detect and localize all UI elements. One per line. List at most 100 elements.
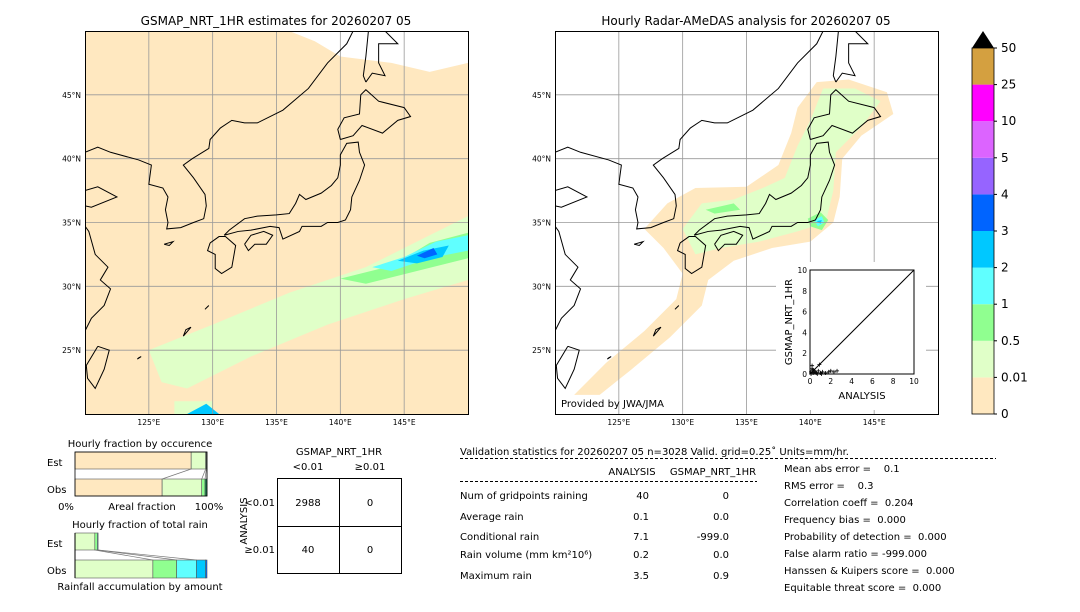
scatter-x-tick: 2 xyxy=(828,377,833,386)
row-title: ANALYSIS xyxy=(239,497,250,544)
radar-analysis-map: 125°E 130°E 135°E 140°E 145°E 45°N 40°N 35°N 30°… xyxy=(532,31,939,427)
col-header-analysis: ANALYSIS xyxy=(608,467,655,478)
fraction-link xyxy=(98,549,197,561)
stat-gsmap-value: -999.0 xyxy=(697,532,729,543)
precip-area xyxy=(187,403,220,414)
map-frame xyxy=(555,31,939,415)
precip-area xyxy=(705,203,741,214)
scatter-xlabel: ANALYSIS xyxy=(838,391,885,402)
lon-tick-label: 140°E xyxy=(329,418,352,427)
lat-tick-label: 45°N xyxy=(62,91,81,100)
coastline xyxy=(807,89,882,140)
col-label-lt: <0.01 xyxy=(293,462,324,473)
coastline xyxy=(85,186,119,208)
colorbar-segment xyxy=(972,48,994,85)
stat-gsmap-value: 0.9 xyxy=(713,571,729,582)
score-line: Mean abs error = 0.1 xyxy=(784,464,900,475)
scatter-y-tick: 6 xyxy=(802,308,807,317)
coastline xyxy=(634,240,645,247)
fraction-segment xyxy=(74,532,96,551)
colorbar-extend-triangle xyxy=(972,31,994,48)
cell-hit: 0 xyxy=(367,545,373,556)
lat-tick-label: 40°N xyxy=(532,155,551,164)
lon-tick-label: 125°E xyxy=(607,418,630,427)
fraction-segment xyxy=(176,559,197,579)
score-line: Probability of detection = 0.000 xyxy=(784,532,947,543)
scatter-point xyxy=(826,369,831,374)
score-line: RMS error = 0.3 xyxy=(784,481,874,492)
stat-label: Average rain xyxy=(460,512,524,523)
scatter-point xyxy=(817,362,822,367)
scatter-point xyxy=(823,370,828,375)
fraction-segment xyxy=(161,478,203,497)
coastline xyxy=(204,305,210,310)
coastline xyxy=(206,236,237,275)
colorbar-label: 25 xyxy=(1001,78,1016,92)
rain-xlabel: Rainfall accumulation by amount xyxy=(57,582,222,593)
colorbar-segment xyxy=(972,231,994,268)
occ-xlabel: Areal fraction xyxy=(108,502,175,513)
scatter-point xyxy=(816,368,821,373)
colorbar-label: 3 xyxy=(1001,224,1009,238)
fraction-segment xyxy=(196,559,206,579)
colorbar-segment xyxy=(972,194,994,231)
occ-x-min: 0% xyxy=(58,502,74,513)
lon-tick-label: 125°E xyxy=(137,418,160,427)
scatter-ylabel: GSMAP_NRT_1HR xyxy=(784,279,795,365)
precip-area xyxy=(148,216,468,389)
scatter-x-tick: 10 xyxy=(909,377,919,386)
precip-area xyxy=(416,248,438,259)
coastline xyxy=(85,345,110,390)
fraction-link xyxy=(97,549,177,561)
coastline xyxy=(362,31,369,83)
coastline xyxy=(164,240,175,247)
fraction-segment xyxy=(190,451,206,470)
coastline xyxy=(555,225,582,332)
stat-label: Maximum rain xyxy=(460,571,532,582)
stat-analysis-value: 3.5 xyxy=(633,571,649,582)
scatter-point xyxy=(831,369,836,374)
colorbar-segment xyxy=(972,267,994,305)
scatter-point xyxy=(809,372,814,376)
colorbar-segment xyxy=(972,340,994,378)
row-label-lt: <0.01 xyxy=(244,498,275,509)
fraction-segment xyxy=(74,559,154,579)
stat-label: Conditional rain xyxy=(460,532,539,543)
scatter-point xyxy=(828,368,833,373)
stat-gsmap-value: 0 xyxy=(723,491,729,502)
colorbar-label: 4 xyxy=(1001,187,1009,201)
colorbar-segment xyxy=(972,121,994,158)
coastline xyxy=(555,186,589,208)
scatter-inset: 00 2 2 4 4 6 6 8 8 10 10 ANALYSIS GSMAP_NRT_1HR xyxy=(776,262,926,410)
lon-tick-label: 130°E xyxy=(201,418,224,427)
colorbar-segment xyxy=(972,157,994,195)
fraction-link xyxy=(201,468,207,480)
lat-tick-label: 30°N xyxy=(532,282,551,291)
scatter-y-tick: 10 xyxy=(797,266,807,275)
lat-tick-label: 40°N xyxy=(62,155,81,164)
occurrence-title: Hourly fraction by occurence xyxy=(68,439,212,450)
fraction-segment xyxy=(152,559,177,579)
coastline xyxy=(606,356,612,360)
coastline xyxy=(365,31,399,83)
coastline xyxy=(676,236,707,275)
fraction-segment xyxy=(205,559,208,579)
lon-tick-label: 145°E xyxy=(393,418,416,427)
stat-gsmap-value: 0.0 xyxy=(713,512,729,523)
gsmap-estimate-map: 125°E 130°E 135°E 140°E 145°E 45°N 40°N 35°N 30°… xyxy=(62,31,469,427)
colorbar-label: 50 xyxy=(1001,41,1016,55)
fraction-link xyxy=(162,468,192,480)
lon-tick-label: 140°E xyxy=(799,418,822,427)
colorbar-label: 0.5 xyxy=(1001,334,1020,348)
fraction-segment xyxy=(201,478,206,497)
colorbar-label: 2 xyxy=(1001,261,1009,275)
validation-stats: Validation statistics for 20260207 05 n=… xyxy=(460,446,996,594)
scatter-point xyxy=(811,367,816,372)
coastline xyxy=(832,31,839,83)
col-label-ge: ≥0.01 xyxy=(355,462,386,473)
lat-tick-label: 45°N xyxy=(532,91,551,100)
occurrence-axes xyxy=(74,451,208,497)
scatter-y-tick: 0 xyxy=(802,370,807,379)
lon-tick-label: 145°E xyxy=(863,418,886,427)
